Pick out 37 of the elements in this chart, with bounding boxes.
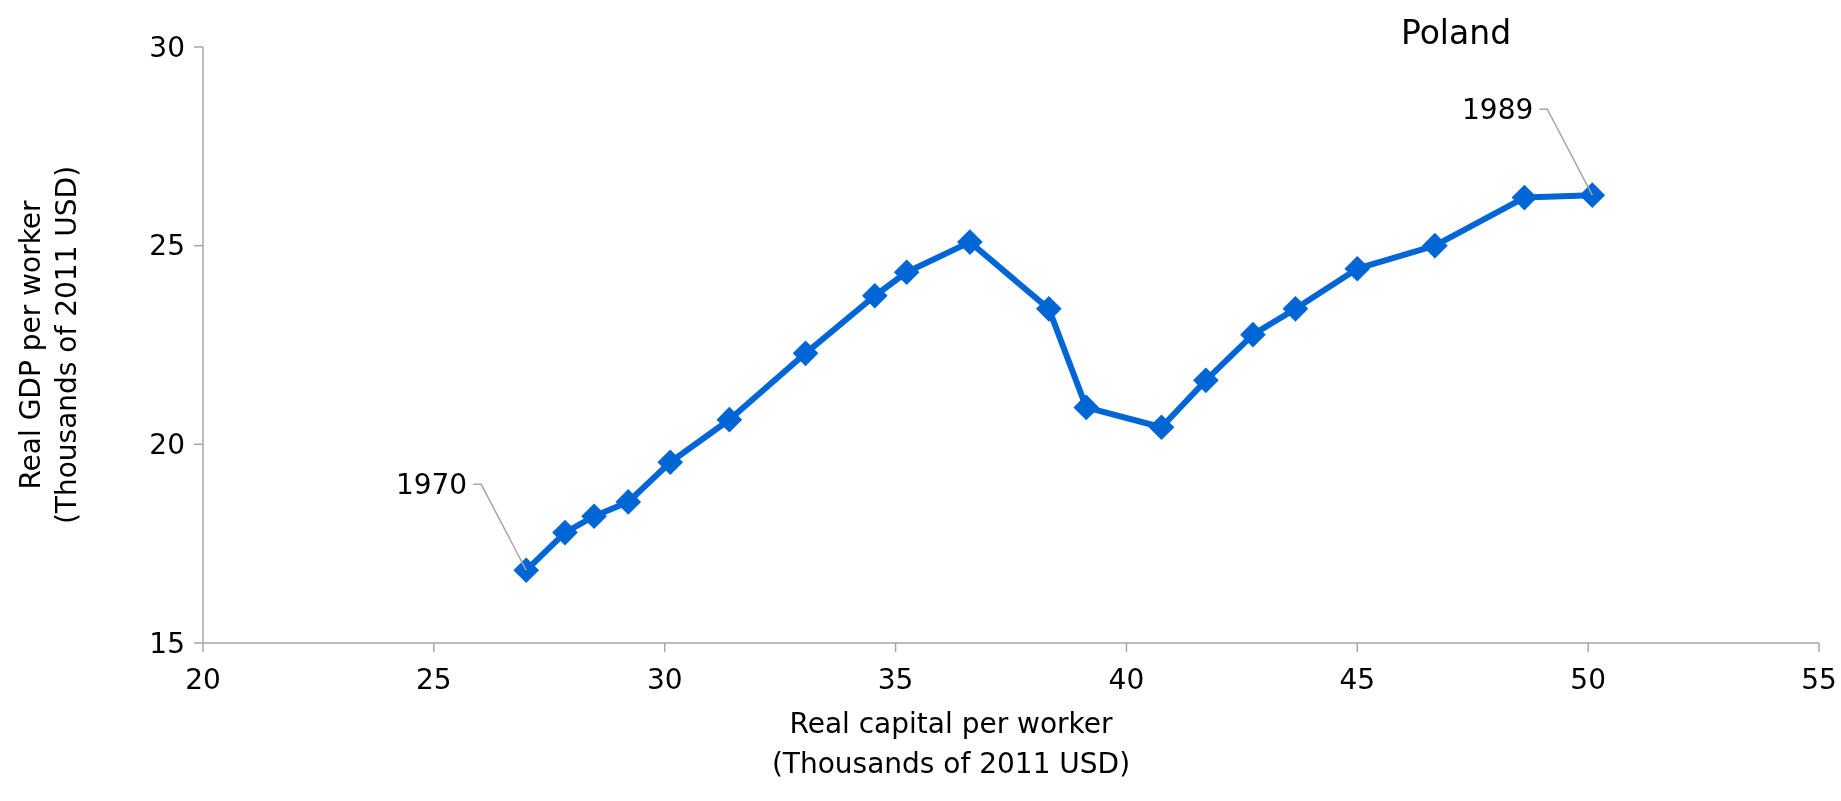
x-tick-label: 40: [1108, 663, 1145, 696]
point: [1240, 321, 1266, 348]
x-tick-label: 45: [1339, 663, 1376, 696]
annotation: 1970: [395, 468, 468, 502]
x-tick-label: 25: [416, 663, 452, 696]
y-tick-label: 30: [149, 30, 185, 64]
x-axis-title: Real capital per worker (Thousands of 2011 USD): [771, 707, 1131, 780]
chart-title: Poland: [1400, 13, 1512, 52]
point: [861, 282, 888, 309]
point: [581, 503, 607, 530]
x-tick-label: 55: [1801, 663, 1837, 696]
point: [1422, 232, 1448, 259]
point: [716, 406, 743, 433]
y-tick-label: 15: [149, 626, 185, 660]
x-tick-label: 20: [185, 663, 221, 696]
x-tick-label: 35: [877, 663, 914, 696]
annotation: 1989: [1462, 93, 1534, 127]
point: [552, 519, 578, 546]
point: [1579, 182, 1606, 209]
y-tick-label: 20: [149, 428, 185, 462]
point: [792, 340, 819, 367]
x-tick-label: 50: [1570, 663, 1606, 696]
point: [615, 489, 642, 515]
y-axis-title: Real GDP per worker (Thousands of 2011 USD): [14, 165, 83, 525]
point: [893, 259, 920, 286]
point: [1193, 367, 1219, 394]
point: [1148, 414, 1175, 441]
x-tick-label: 30: [646, 663, 683, 696]
point: [1344, 255, 1371, 282]
point: [1282, 296, 1309, 322]
point: [1036, 296, 1062, 322]
point: [957, 229, 983, 255]
point: [513, 557, 540, 584]
point: [1511, 184, 1538, 211]
y-tick-label: 25: [149, 229, 185, 263]
point: [1073, 394, 1100, 421]
point: [657, 449, 684, 476]
